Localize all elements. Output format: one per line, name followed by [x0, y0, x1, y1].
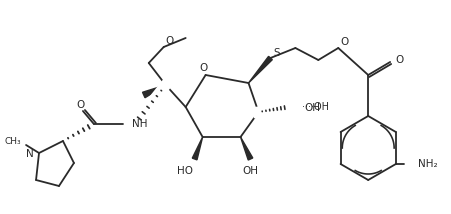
Polygon shape [248, 56, 272, 83]
Text: S: S [273, 48, 280, 58]
Text: O: O [199, 63, 207, 73]
Text: OH: OH [242, 166, 258, 176]
Polygon shape [192, 137, 202, 160]
Text: O: O [394, 55, 402, 65]
Text: NH₂: NH₂ [417, 159, 437, 169]
Text: CH₃: CH₃ [5, 137, 21, 146]
Text: ····OH: ····OH [302, 102, 329, 112]
Polygon shape [240, 137, 252, 160]
Text: N: N [26, 149, 34, 159]
Text: O: O [340, 37, 348, 47]
Polygon shape [142, 85, 166, 98]
Text: O: O [77, 100, 85, 110]
Text: O: O [166, 36, 174, 46]
Text: HO: HO [176, 166, 192, 176]
Text: NH: NH [132, 119, 147, 129]
Text: OH: OH [304, 103, 320, 113]
